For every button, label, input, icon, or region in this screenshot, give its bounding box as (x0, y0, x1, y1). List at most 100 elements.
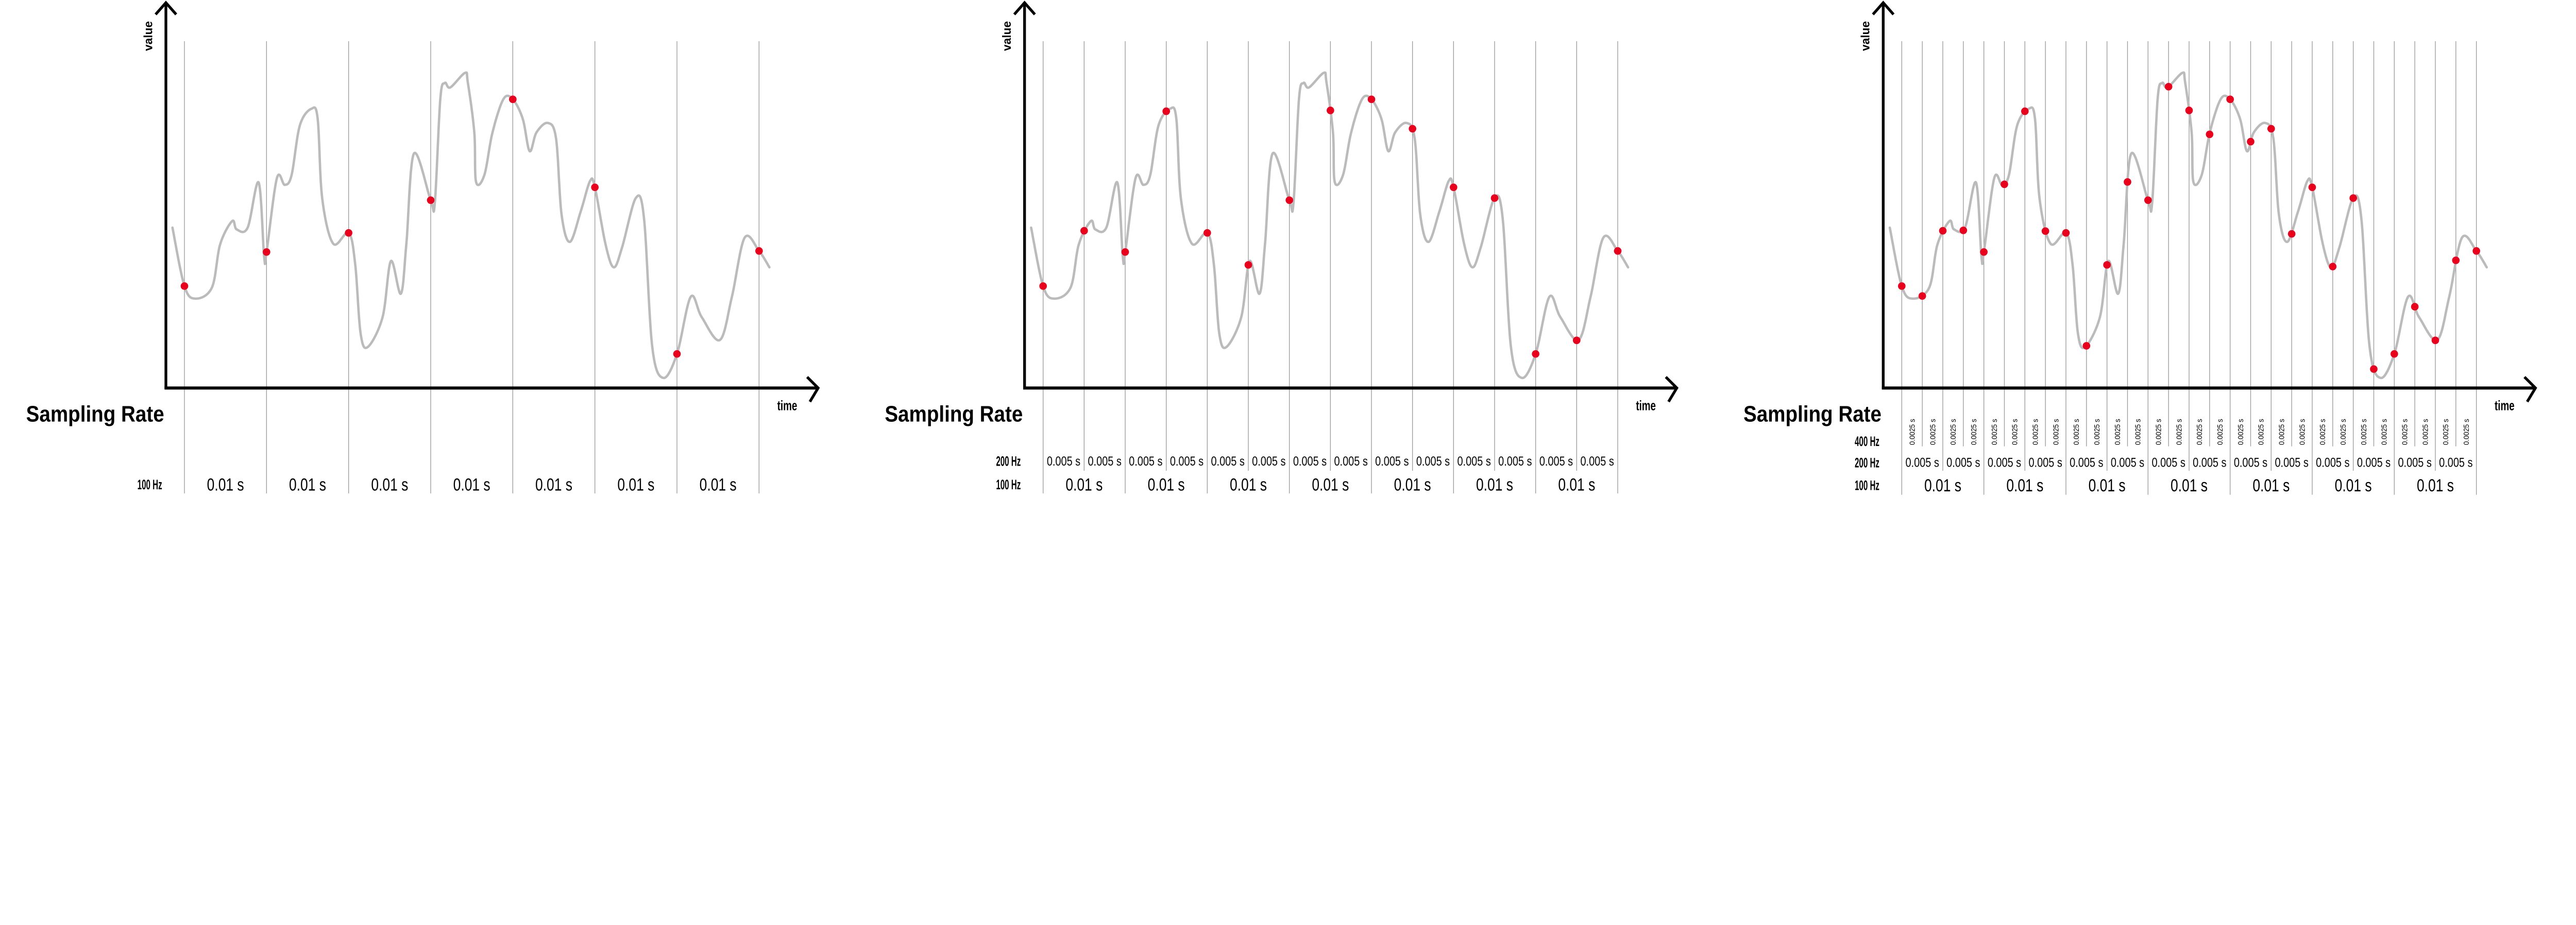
sample-point (2472, 247, 2480, 255)
interval-label: 0.01 s (453, 475, 490, 495)
signal-curve (1888, 71, 2488, 380)
row-rate-label: 100 Hz (996, 477, 1021, 492)
y-axis-arrow-icon (154, 1, 177, 15)
sample-point (2062, 229, 2070, 237)
interval-label: 0.0025 s (1929, 419, 1937, 445)
y-axis-arrow-icon (1872, 1, 1895, 15)
interval-label: 0.0025 s (2134, 419, 2143, 445)
interval-label: 0.0025 s (2360, 419, 2368, 445)
interval-label: 0.005 s (2275, 456, 2308, 470)
interval-label: 0.0025 s (2196, 419, 2204, 445)
interval-label: 0.005 s (1580, 454, 1614, 469)
interval-label: 0.005 s (1293, 454, 1327, 469)
interval-label: 0.01 s (1394, 475, 1431, 495)
interval-label: 0.005 s (1457, 454, 1490, 469)
interval-label: 0.01 s (535, 475, 572, 495)
sample-point (2267, 125, 2275, 133)
sample-point (1918, 292, 1926, 300)
interval-label: 0.005 s (1334, 454, 1367, 469)
sample-point (1409, 125, 1416, 133)
y-axis-arrow-icon (1013, 1, 1036, 15)
interval-label: 0.01 s (1558, 475, 1595, 495)
interval-label: 0.0025 s (2463, 419, 2471, 445)
interval-label: 0.0025 s (2442, 419, 2450, 445)
sample-point (673, 350, 681, 358)
sample-point (509, 95, 517, 104)
x-axis-arrow-icon (1665, 376, 1679, 403)
sample-point (1285, 196, 1293, 204)
x-axis-arrow-icon (806, 376, 820, 403)
sample-point (591, 183, 599, 192)
interval-label: 0.01 s (207, 475, 244, 495)
sample-point (1959, 226, 1968, 234)
sample-point (1162, 107, 1170, 115)
sample-point (2082, 342, 2091, 350)
sampling-rate-title: Sampling Rate (26, 402, 164, 427)
interval-label: 0.0025 s (2381, 419, 2389, 445)
interval-label: 0.005 s (2316, 456, 2349, 470)
sample-point (180, 282, 189, 290)
sample-point (1614, 247, 1622, 255)
interval-label: 0.005 s (1129, 454, 1162, 469)
panel-200hz: value time Sampling Rate 200 Hz 0.005 s 0.005… (885, 1, 1679, 495)
interval-label: 0.005 s (2111, 456, 2144, 470)
interval-label: 0.0025 s (2421, 419, 2430, 445)
interval-label: 0.0025 s (2052, 419, 2060, 445)
sample-point (1121, 248, 1129, 256)
sample-point (1367, 95, 1376, 104)
interval-label: 0.01 s (2089, 476, 2126, 495)
sample-point (2329, 263, 2337, 270)
sampling-rate-title: Sampling Rate (885, 402, 1023, 427)
signal-curve (171, 71, 771, 380)
panel-400hz: value time Sampling Rate 400 Hz 0.0025 s 0.00… (1743, 1, 2537, 495)
sample-point (2431, 336, 2439, 345)
sample-point (1080, 227, 1088, 235)
sample-point (1244, 261, 1252, 269)
interval-label: 0.01 s (2252, 476, 2290, 495)
interval-label: 0.005 s (1498, 454, 1532, 469)
interval-label: 0.005 s (2234, 456, 2267, 470)
sample-point (2247, 138, 2255, 146)
interval-label: 0.01 s (289, 475, 326, 495)
interval-label: 0.005 s (2070, 456, 2103, 470)
interval-label: 0.005 s (2193, 456, 2226, 470)
interval-label: 0.005 s (1946, 456, 1980, 470)
interval-label: 0.01 s (2171, 476, 2208, 495)
interval-label: 0.01 s (1148, 475, 1185, 495)
sample-point (262, 248, 270, 256)
y-axis-label: value (1000, 21, 1013, 51)
y-axis-label: value (1859, 21, 1872, 51)
sample-point (1897, 282, 1906, 290)
sample-point (1203, 229, 1211, 237)
sample-point (2144, 196, 2152, 204)
interval-label: 0.0025 s (2319, 419, 2327, 445)
interval-label: 0.0025 s (2155, 419, 2163, 445)
sample-point (2001, 180, 2008, 189)
interval-label: 0.005 s (1375, 454, 1409, 469)
interval-label: 0.0025 s (2216, 419, 2225, 445)
panel-100hz: value time Sampling Rate 100 Hz 0.01 s 0.01 s… (26, 1, 820, 495)
sample-point (2370, 365, 2378, 373)
sample-point (1449, 183, 1458, 192)
interval-label: 0.0025 s (2114, 419, 2122, 445)
interval-label: 0.005 s (1905, 456, 1939, 470)
interval-label: 0.005 s (2028, 456, 2062, 470)
sample-point (2206, 130, 2214, 139)
interval-label: 0.005 s (1211, 454, 1244, 469)
interval-label: 0.005 s (2439, 456, 2472, 470)
interval-label: 0.005 s (2151, 456, 2185, 470)
interval-label: 0.0025 s (1970, 419, 1978, 445)
interval-label: 0.005 s (1988, 456, 2021, 470)
sample-point (2349, 194, 2357, 202)
interval-label: 0.005 s (2398, 456, 2431, 470)
interval-label: 0.01 s (1924, 476, 1961, 495)
interval-label: 0.0025 s (2175, 419, 2183, 445)
sample-point (427, 196, 435, 204)
interval-label: 0.0025 s (2073, 419, 2081, 445)
x-axis-label: time (2495, 398, 2515, 414)
interval-label: 0.0025 s (2093, 419, 2102, 445)
interval-label: 0.0025 s (1991, 419, 1999, 445)
interval-label: 0.0025 s (2258, 419, 2266, 445)
sample-point (1939, 227, 1947, 235)
sample-point (2287, 230, 2296, 238)
